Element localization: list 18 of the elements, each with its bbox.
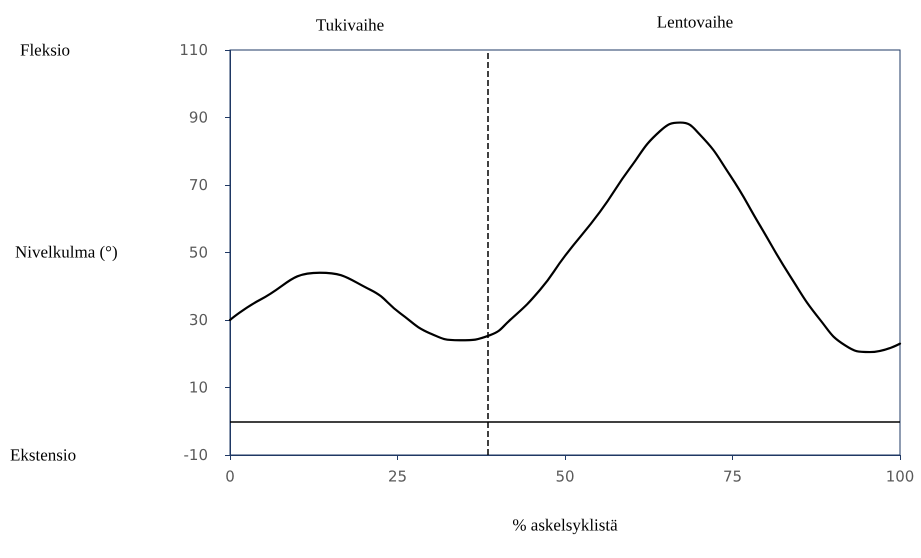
text: Ekstensio [10, 446, 76, 464]
text: Tukivaihe [316, 16, 384, 34]
text: Fleksio [20, 40, 70, 60]
x-tick-label: 25 [388, 468, 408, 486]
y-tick-label: 110 [179, 41, 208, 59]
x-tick-label: 0 [225, 468, 235, 486]
y-tick-label: 50 [188, 244, 208, 262]
y-tick-label: 10 [188, 378, 208, 396]
text: Lentovaihe [656, 12, 734, 32]
x-axis-title: % askelsyklistä [512, 516, 618, 534]
x-tick-label: 75 [722, 468, 742, 486]
y-tick-label: 30 [188, 311, 208, 329]
x-tick-label: 50 [555, 468, 575, 486]
y-tick-label: -10 [184, 446, 208, 464]
y-tick-label: 90 [188, 108, 208, 126]
x-tick-label: 100 [886, 468, 914, 486]
y-tick-label: 70 [188, 176, 208, 194]
y-axis-title: Nivelkulma (°) [15, 242, 118, 262]
